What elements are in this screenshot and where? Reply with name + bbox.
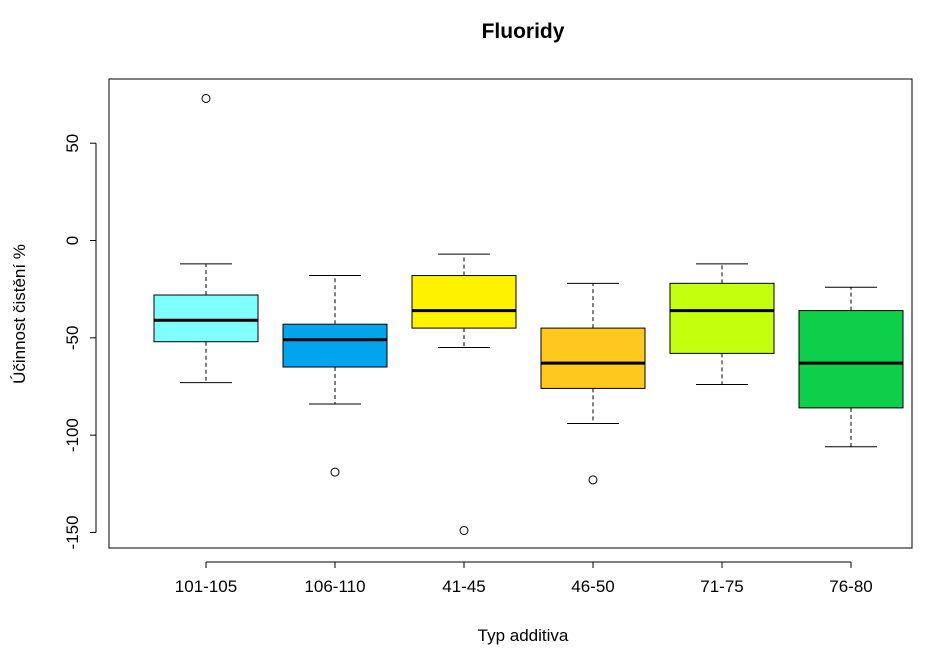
boxplot-series xyxy=(153,93,904,535)
x-tick-label: 46-50 xyxy=(571,577,614,596)
y-tick-label: -150 xyxy=(63,515,82,549)
box-group-46-50 xyxy=(540,282,646,485)
box xyxy=(540,327,646,389)
box xyxy=(282,323,388,368)
y-tick-label: -100 xyxy=(63,418,82,452)
y-tick-label: 50 xyxy=(63,134,82,153)
x-tick-label: 71-75 xyxy=(700,577,743,596)
outlier-point xyxy=(459,525,469,535)
plot-area xyxy=(108,78,913,549)
x-tick-label: 101-105 xyxy=(175,577,237,596)
x-tick-label: 106-110 xyxy=(304,577,365,596)
box xyxy=(798,310,904,409)
y-tick-label: 0 xyxy=(63,236,82,245)
box-group-76-80 xyxy=(798,286,904,448)
x-axis: 101-105 106-110 41-45 46-50 71-75 76-80 xyxy=(175,561,873,596)
box xyxy=(669,282,775,354)
box xyxy=(411,275,517,329)
box xyxy=(153,294,259,343)
box-group-71-75 xyxy=(669,263,775,386)
x-axis-label: Typ additiva xyxy=(478,626,569,645)
box-group-41-45 xyxy=(411,253,517,535)
y-axis-label: Účinnost čistění % xyxy=(10,244,29,384)
y-axis: 50 0 -50 -100 -150 xyxy=(63,134,97,549)
x-tick-label: 76-80 xyxy=(829,577,872,596)
chart-title: Fluoridy xyxy=(482,20,565,43)
x-tick-label: 41-45 xyxy=(442,577,485,596)
box-group-101-105 xyxy=(153,93,259,384)
outlier-point xyxy=(330,467,340,477)
y-tick-label: -50 xyxy=(63,326,82,351)
outlier-point xyxy=(588,475,598,485)
outlier-point xyxy=(201,93,211,103)
box-group-106-110 xyxy=(282,275,388,477)
